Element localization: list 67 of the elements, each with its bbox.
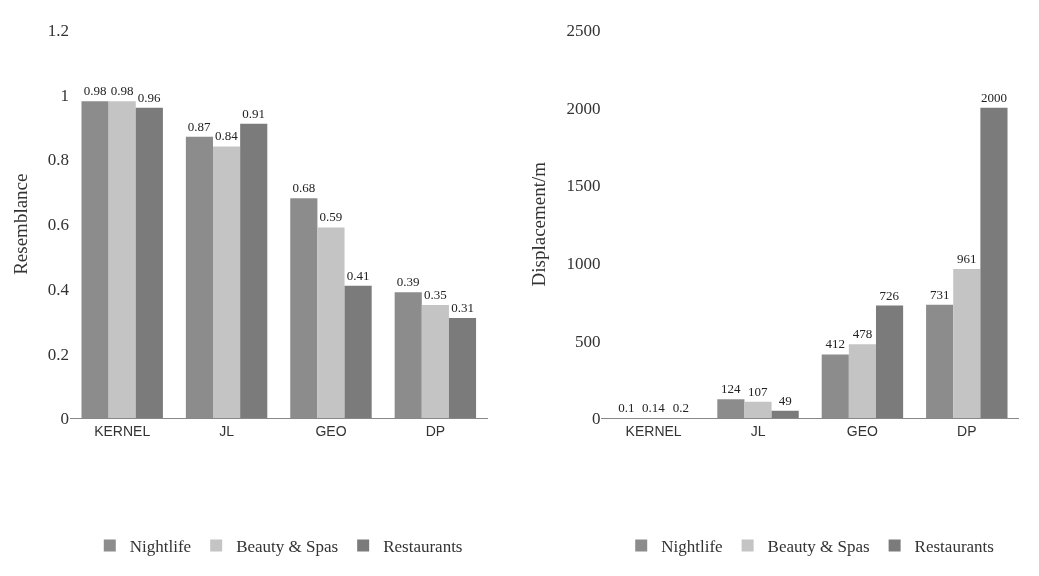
y-tick-label: 500 (574, 331, 601, 351)
bar (135, 107, 163, 419)
bar (771, 410, 799, 419)
data-label: 0.96 (137, 89, 161, 105)
y-tick-label: 1.2 (47, 20, 69, 40)
bar (213, 146, 241, 419)
x-tick-label: KERNEL (625, 423, 682, 440)
x-tick-label: JL (219, 423, 235, 440)
data-label: 0.91 (242, 105, 266, 121)
data-label: 0.87 (187, 118, 212, 134)
x-tick-label: DP (957, 423, 977, 440)
data-label: 731 (929, 286, 950, 302)
bar (317, 227, 345, 419)
data-label: 726 (879, 287, 900, 303)
bar (744, 401, 772, 419)
legend-label: Beauty & Spas (767, 537, 870, 557)
data-label: 0.98 (110, 83, 134, 99)
data-label: 0.98 (83, 83, 107, 99)
data-label: 0.41 (346, 267, 370, 283)
data-label: 0.31 (451, 300, 474, 316)
y-tick-label: 0.6 (47, 215, 69, 235)
data-label: 961 (957, 251, 977, 267)
legend-label: Restaurants (914, 537, 994, 557)
bar (848, 344, 876, 419)
data-label: 0.68 (292, 180, 316, 196)
data-label: 0.84 (214, 128, 239, 144)
data-label: 478 (852, 326, 873, 342)
data-label: 0.14 (642, 399, 666, 415)
y-tick-label: 0.2 (47, 344, 69, 364)
y-tick-label: 0.8 (47, 150, 69, 170)
legend-label: Nightlife (661, 537, 723, 557)
data-label: 0.59 (319, 209, 343, 225)
data-label: 49 (778, 392, 792, 408)
bar (108, 101, 136, 419)
data-label: 0.1 (618, 399, 635, 415)
data-label: 0.2 (672, 399, 689, 415)
y-tick-label: 1000 (566, 253, 601, 273)
data-label: 107 (748, 383, 769, 399)
y-tick-label: 2000 (566, 98, 601, 118)
bar (344, 285, 372, 419)
y-tick-label: 2500 (566, 20, 601, 40)
bar (421, 305, 449, 419)
y-axis-title: Displacement/m (528, 161, 550, 287)
bar (980, 107, 1008, 419)
data-label: 2000 (980, 89, 1007, 105)
data-label: 0.35 (423, 287, 447, 303)
y-tick-label: 0 (60, 409, 69, 429)
bar (875, 305, 904, 419)
legend-label: Nightlife (129, 537, 192, 557)
y-tick-label: 1500 (566, 176, 601, 196)
bar (448, 318, 477, 419)
data-label: 124 (720, 381, 741, 397)
x-tick-label: JL (750, 423, 766, 440)
x-tick-label: GEO (846, 423, 879, 440)
y-axis-title: Resemblance (9, 173, 31, 275)
data-label: 0.39 (396, 274, 420, 290)
y-tick-label: 0.4 (47, 279, 70, 299)
x-tick-label: GEO (315, 423, 347, 440)
y-tick-label: 1 (60, 85, 69, 105)
y-tick-label: 0 (591, 409, 601, 429)
x-tick-label: KERNEL (94, 423, 151, 440)
x-tick-label: DP (425, 423, 446, 440)
legend-label: Beauty & Spas (236, 537, 339, 557)
bar (953, 269, 981, 419)
bar (240, 123, 268, 419)
legend-label: Restaurants (383, 537, 463, 557)
data-label: 412 (825, 336, 846, 352)
